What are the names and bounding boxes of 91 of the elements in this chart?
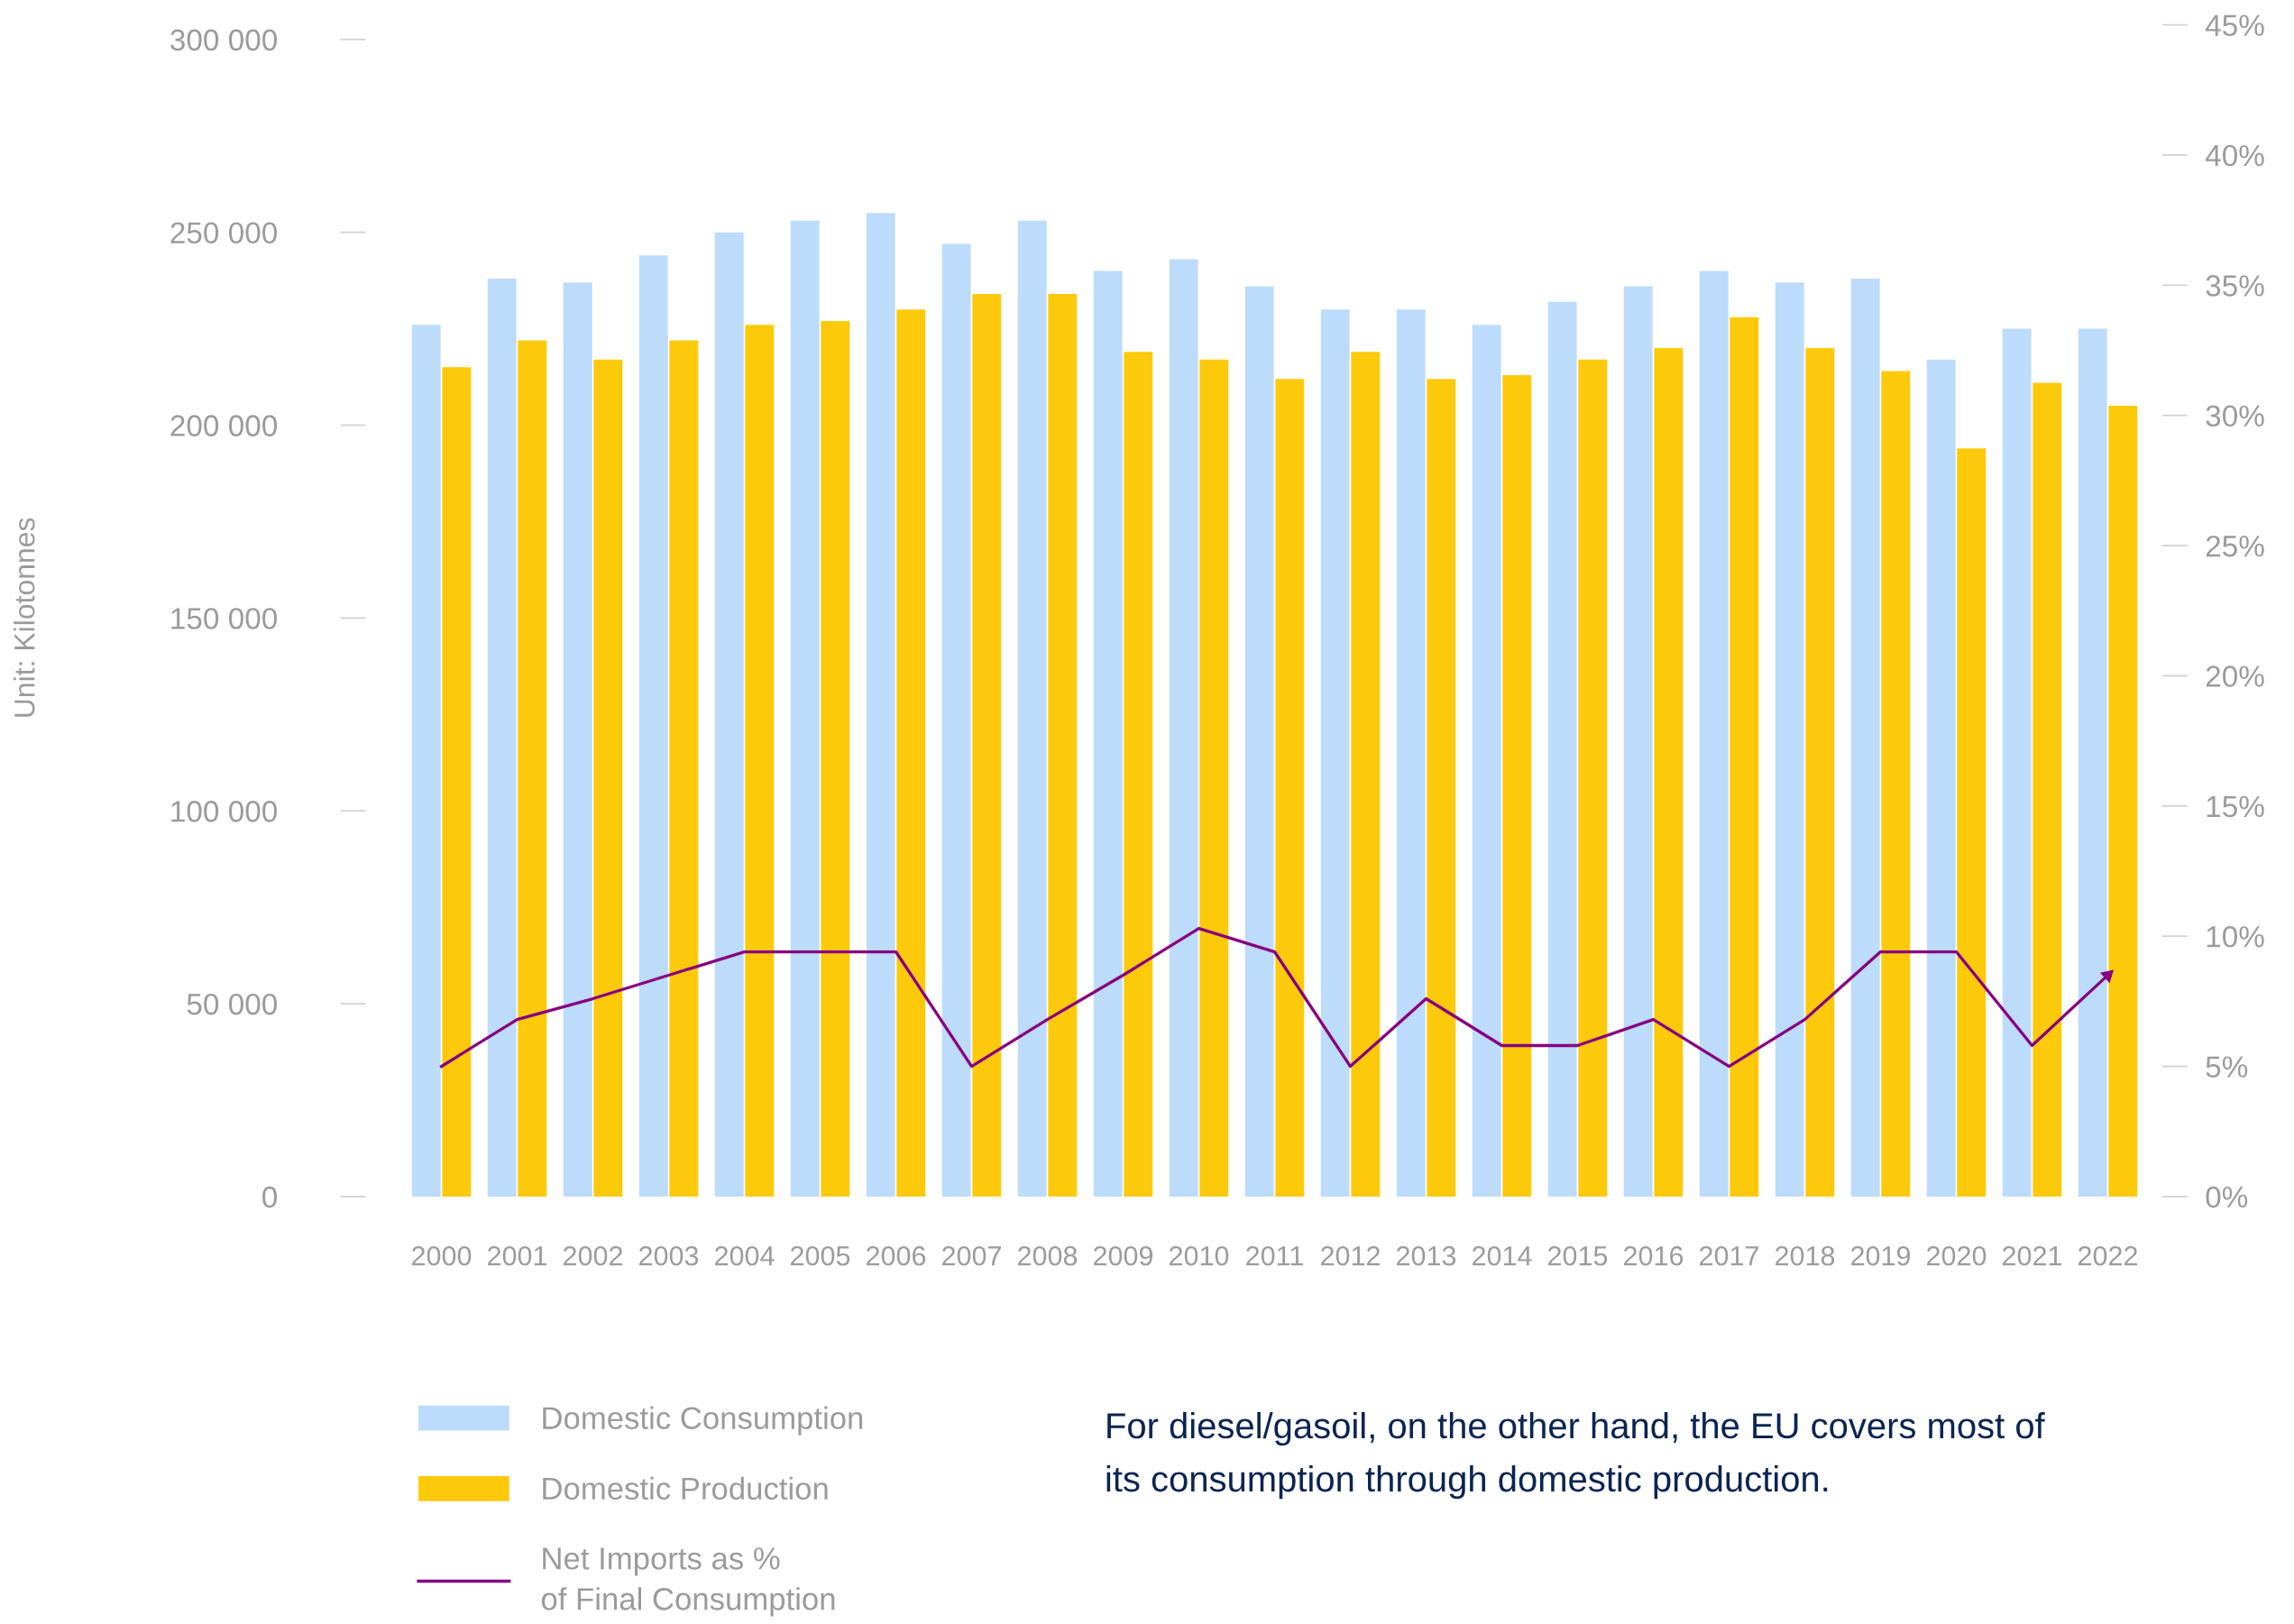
x-tick-label: 2008 (1018, 1245, 1078, 1266)
legend-label: Net Imports as % of Final Consumption (541, 1547, 835, 1617)
y-tick-label: 250 000 (170, 222, 277, 244)
bar (1881, 371, 1911, 1197)
bar (411, 325, 441, 1197)
x-tick-label: 2004 (715, 1245, 775, 1266)
bar (1017, 220, 1047, 1197)
y-tick-label: 300 000 (170, 29, 277, 51)
bar (1199, 359, 1229, 1197)
x-tick-label: 2014 (1473, 1245, 1532, 1266)
text: For diesel/gasoil, on the other hand, the EU covers most of its consumption through domestic production. (1106, 1411, 2045, 1500)
bar (2002, 328, 2032, 1197)
bar (2032, 382, 2062, 1197)
y-tick-label: 150 000 (171, 608, 277, 629)
bar (1396, 309, 1426, 1197)
bar (1502, 374, 1532, 1197)
bar (1730, 317, 1759, 1197)
bar (1578, 359, 1608, 1197)
bar (1805, 347, 1835, 1197)
y2-tick-label: 35% (2206, 275, 2264, 297)
legend-label: Domestic Production (543, 1476, 828, 1500)
bar (1654, 347, 1684, 1197)
bar (941, 243, 971, 1197)
bar (1957, 448, 1987, 1197)
bar (790, 220, 820, 1197)
x-tick-label: 2011 (1246, 1245, 1303, 1266)
bar (2108, 406, 2138, 1197)
y2-tick-label: 25% (2206, 535, 2264, 557)
x-tick-label: 2009 (1094, 1245, 1153, 1266)
bar (638, 255, 668, 1197)
bar (487, 278, 517, 1197)
x-tick-label: 2007 (942, 1245, 1001, 1266)
bar (1244, 286, 1274, 1197)
y-tick-label: 50 000 (187, 993, 277, 1015)
x-tick-label: 2022 (2078, 1245, 2137, 1266)
bar (1048, 294, 1078, 1197)
bar (745, 325, 775, 1197)
x-tick-label: 2013 (1397, 1245, 1456, 1266)
bar (821, 321, 850, 1197)
bar (896, 309, 926, 1197)
x-tick-label: 2006 (867, 1245, 926, 1266)
bar (593, 359, 623, 1197)
bar (1169, 259, 1198, 1197)
x-tick-label: 2018 (1776, 1245, 1835, 1266)
bar (714, 232, 744, 1197)
x-tick-label: 2012 (1321, 1245, 1380, 1266)
x-tick-label: 2021 (2003, 1245, 2061, 1266)
x-tick-label: 2015 (1548, 1245, 1608, 1266)
x-tick-label: 2019 (1851, 1245, 1911, 1266)
x-tick-label: 2017 (1700, 1245, 1758, 1266)
bar (442, 367, 472, 1197)
y2-tick-label: 15% (2207, 795, 2264, 818)
x-tick-label: 2010 (1170, 1245, 1229, 1266)
bar (1699, 271, 1729, 1197)
y2-tick-label: 45% (2205, 14, 2264, 36)
bar (1351, 352, 1381, 1197)
y2-tick-label: 5% (2206, 1056, 2248, 1078)
y2-tick-label: 20% (2206, 665, 2264, 687)
bar (1275, 379, 1305, 1197)
y-tick-label: 0 (262, 1186, 277, 1208)
bar (1472, 325, 1501, 1197)
y-tick-label: 200 000 (170, 415, 277, 436)
x-tick-label: 2016 (1624, 1245, 1684, 1266)
bar (1427, 379, 1456, 1197)
bar (1124, 352, 1153, 1197)
bar (866, 213, 895, 1197)
x-tick-label: 2002 (564, 1245, 622, 1266)
bar (1320, 309, 1350, 1197)
y-tick-label: 100 000 (171, 801, 277, 822)
y2-tick-label: 0% (2206, 1186, 2248, 1208)
bar (1547, 301, 1577, 1197)
bar (1775, 282, 1804, 1197)
x-tick-label: 2003 (639, 1245, 699, 1266)
bar (1850, 278, 1880, 1197)
bar (2078, 328, 2107, 1197)
x-tick-label: 2001 (488, 1245, 547, 1266)
x-tick-label: 2005 (791, 1245, 850, 1266)
y2-tick-label: 10% (2207, 926, 2264, 948)
y-axis-title: Unit: Kilotonnes (14, 518, 35, 717)
legend-label: Domestic Consumption (543, 1406, 863, 1436)
bar (669, 340, 699, 1197)
bar (1623, 286, 1653, 1197)
bar (563, 282, 592, 1197)
x-tick-label: 2000 (412, 1245, 472, 1266)
bar (1093, 271, 1123, 1197)
x-tick-label: 2020 (1927, 1245, 1987, 1266)
y2-tick-label: 40% (2205, 144, 2264, 167)
bar (972, 294, 1002, 1197)
y2-tick-label: 30% (2206, 405, 2264, 427)
bar (518, 340, 547, 1197)
bar (1926, 359, 1956, 1197)
